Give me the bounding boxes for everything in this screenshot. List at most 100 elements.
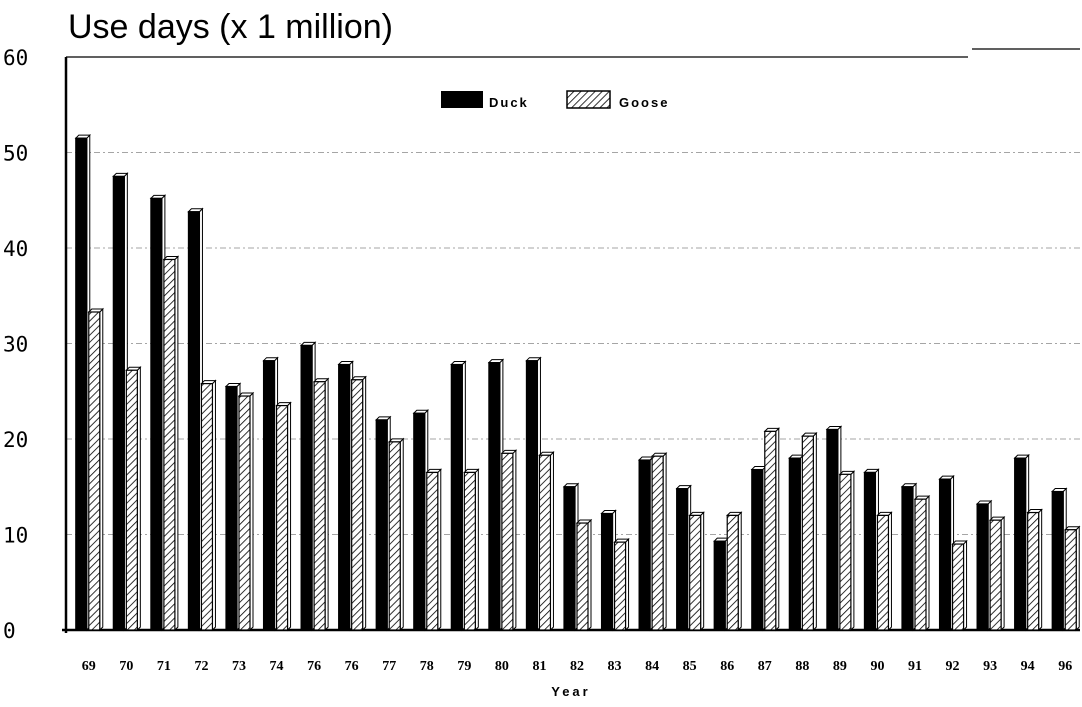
x-tick-label: 86 (720, 659, 734, 674)
bar-goose (763, 427, 780, 632)
bar-goose (388, 437, 405, 632)
bar-goose (237, 391, 255, 632)
bar-goose (312, 377, 330, 632)
legend-swatch-duck (441, 91, 483, 108)
x-axis-label: Year (551, 684, 590, 699)
bar-duck (637, 455, 655, 632)
bar-duck (562, 482, 580, 632)
gridlines (66, 152, 1080, 535)
bar-duck (149, 194, 167, 632)
x-tick-label: 81 (532, 659, 546, 674)
bar-duck (900, 482, 918, 632)
x-tick-label: 71 (157, 659, 171, 674)
x-tick-label: 69 (82, 659, 96, 674)
x-tick-label: 73 (232, 659, 246, 674)
y-tick-label: 40 (3, 237, 28, 261)
x-tick-label: 80 (495, 659, 509, 674)
y-tick-label: 10 (3, 524, 28, 548)
bars (74, 133, 1081, 632)
bar-goose (87, 307, 104, 632)
bar-goose (650, 451, 668, 632)
x-tick-label: 82 (570, 659, 584, 674)
x-tick-label: 78 (420, 659, 434, 674)
bar-goose (876, 511, 893, 632)
bar-goose (838, 470, 856, 632)
bar-duck (713, 536, 730, 632)
bar-duck (750, 465, 767, 632)
x-tick-label: 90 (870, 659, 884, 674)
x-tick-label: 94 (1021, 659, 1035, 674)
bar-duck (74, 133, 91, 632)
bar-goose (726, 511, 743, 632)
bar-goose (951, 539, 968, 632)
bar-goose (801, 431, 818, 632)
bar-duck (675, 484, 692, 632)
x-tick-label: 88 (795, 659, 809, 674)
x-tick-label: 87 (758, 659, 772, 674)
bar-goose (1026, 508, 1043, 632)
x-tick-label: 92 (946, 659, 960, 674)
x-tick-label: 85 (683, 659, 697, 674)
bar-duck (975, 499, 993, 632)
bar-goose (688, 511, 705, 632)
bar-goose (1064, 525, 1081, 632)
x-tick-label: 96 (1058, 659, 1072, 674)
bar-duck (375, 415, 392, 632)
legend-swatch-goose (566, 90, 611, 109)
bar-duck (788, 453, 805, 632)
y-tick-label: 60 (3, 46, 28, 70)
y-tick-label: 20 (3, 428, 28, 452)
chart-title: Use days (x 1 million) (68, 8, 393, 46)
bar-duck (187, 207, 204, 632)
x-tick-label: 72 (194, 659, 208, 674)
bar-duck (224, 382, 242, 632)
bar-duck (825, 425, 843, 632)
x-tick-label: 84 (645, 659, 659, 674)
bar-duck (487, 358, 505, 632)
bar-duck (112, 172, 129, 632)
bar-duck (1013, 453, 1030, 632)
bar-goose (575, 518, 593, 632)
bar-goose (988, 515, 1006, 632)
bar-duck (525, 356, 542, 632)
x-tick-label: 91 (908, 659, 922, 674)
bar-duck (1051, 487, 1068, 632)
legend-label-duck: Duck (489, 95, 529, 110)
bar-duck (262, 356, 279, 632)
x-tick-label: 74 (270, 659, 284, 674)
y-tick-label: 30 (3, 333, 28, 357)
bar-duck (600, 509, 617, 632)
bar-duck (337, 360, 354, 632)
bar-goose (275, 401, 292, 632)
legend: Duck Goose (441, 90, 667, 110)
bar-goose (913, 494, 931, 632)
bar-goose (125, 366, 142, 632)
bar-goose (162, 255, 180, 632)
bar-goose (463, 468, 480, 632)
x-tick-label: 89 (833, 659, 847, 674)
y-tick-labels: 0 10 20 30 40 50 60 (3, 46, 28, 643)
x-tick-label: 83 (608, 659, 622, 674)
bar-duck (450, 360, 467, 632)
bar-duck (938, 474, 955, 632)
bar-duck (412, 409, 429, 632)
y-tick-label: 0 (3, 619, 16, 643)
y-tick-label: 50 (3, 142, 28, 166)
bar-duck (299, 341, 317, 632)
x-tick-label: 76 (307, 659, 321, 674)
bar-goose (538, 451, 555, 632)
x-tick-label: 77 (382, 659, 396, 674)
bar-goose (613, 537, 630, 632)
x-tick-label: 79 (457, 659, 471, 674)
x-tick-labels: 69 70 71 72 73 74 76 76 77 78 79 80 81 82 83 84 85 86 87 88… (82, 659, 1072, 674)
bar-goose (200, 379, 217, 632)
bar-goose (350, 375, 367, 632)
bar-goose (500, 449, 518, 632)
x-tick-label: 70 (119, 659, 133, 674)
bar-duck (863, 468, 880, 632)
x-tick-label: 76 (345, 659, 359, 674)
bar-goose (425, 468, 442, 632)
x-tick-label: 93 (983, 659, 997, 674)
